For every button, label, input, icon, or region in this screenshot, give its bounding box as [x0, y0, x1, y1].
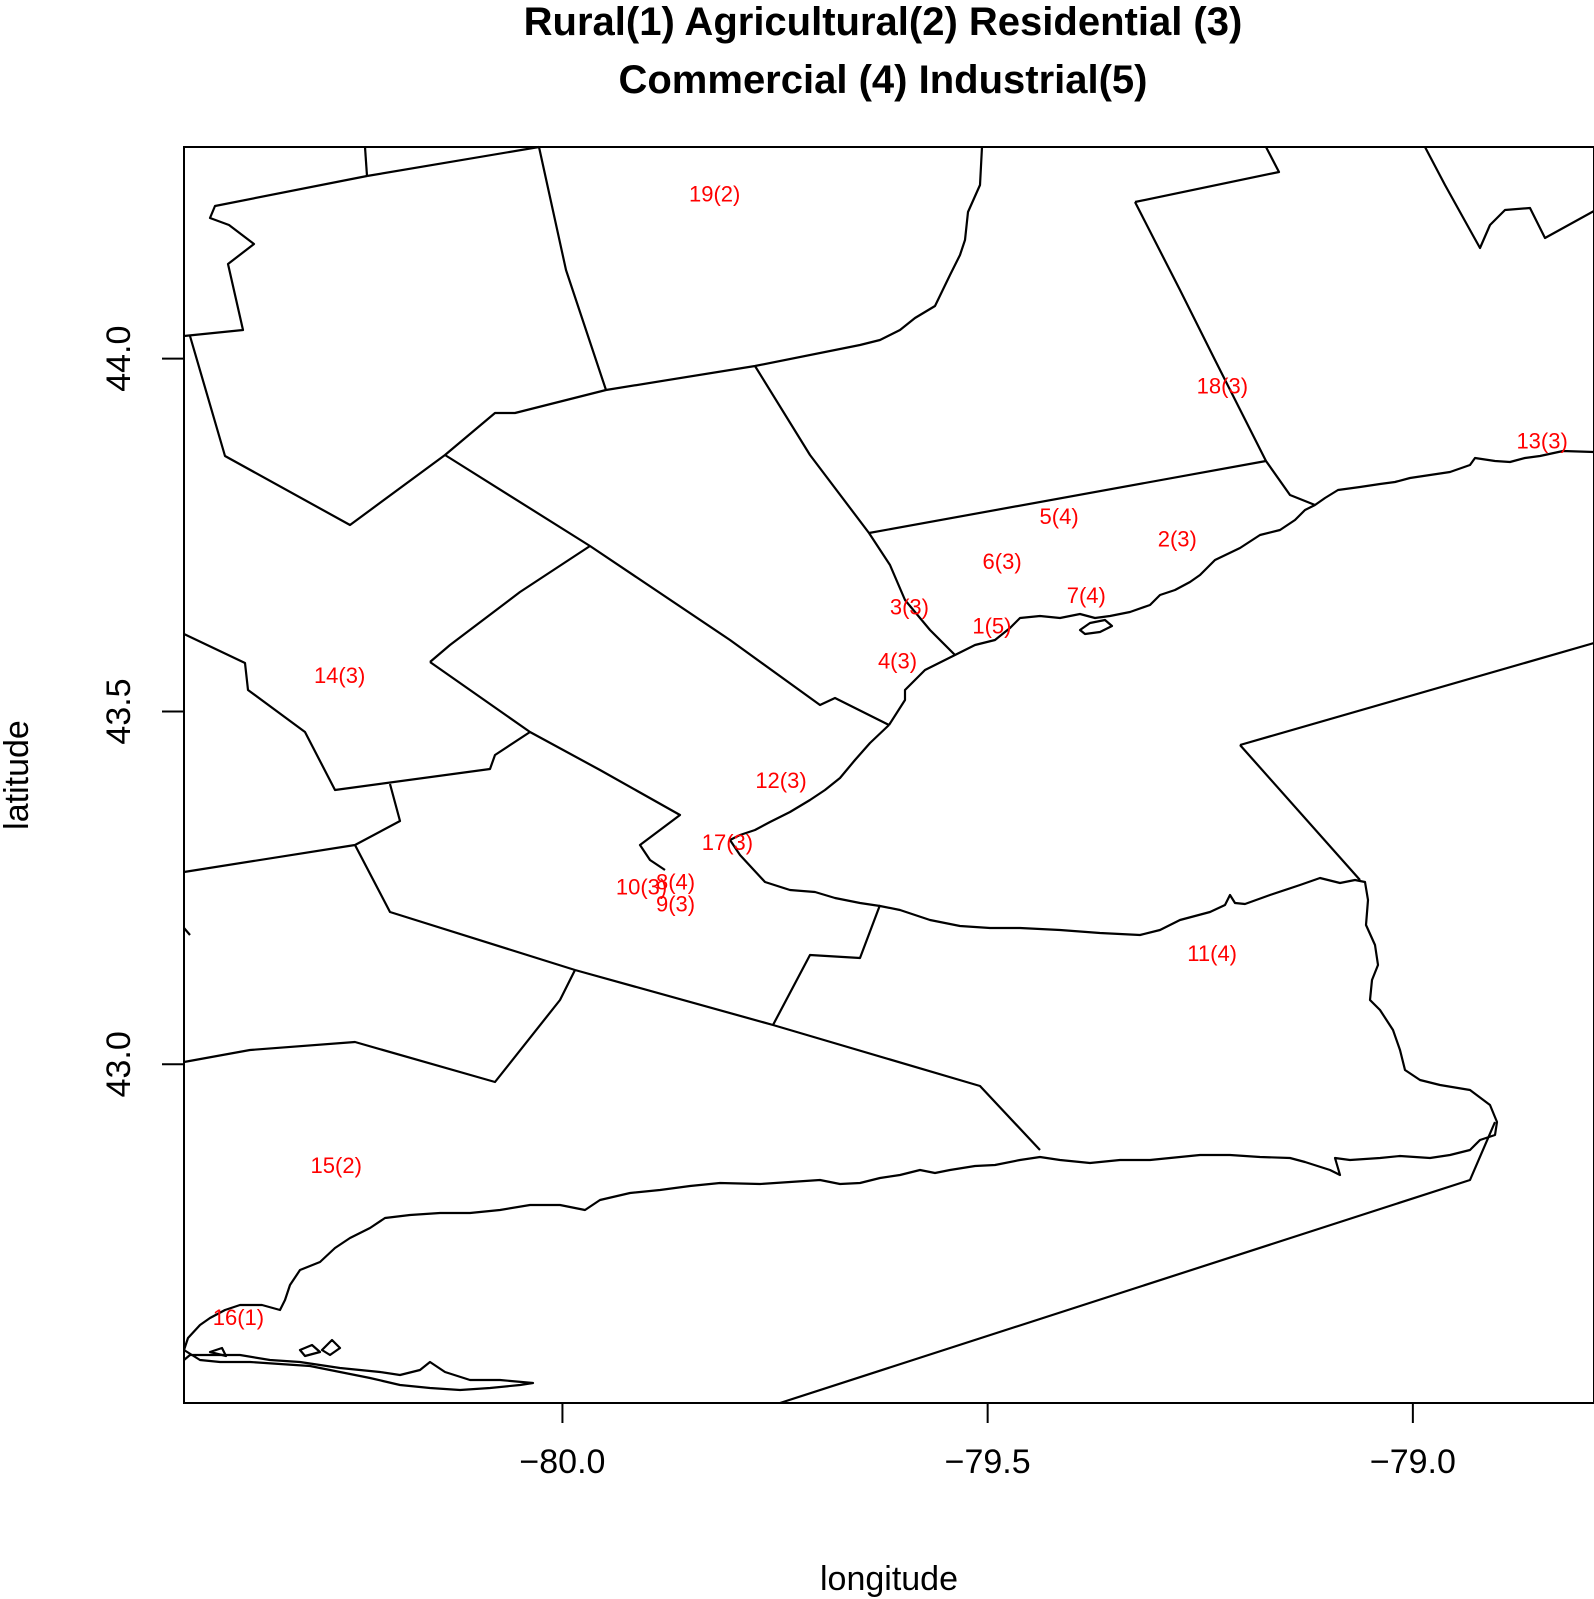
site-label: 17(3) [702, 830, 753, 855]
x-axis: −80.0 −79.5 −79.0 [519, 1403, 1456, 1481]
county-line-t [1239, 744, 1361, 881]
county-line-q [772, 904, 882, 1026]
x-tick-label: −79.5 [945, 1443, 1031, 1481]
site-label: 7(4) [1067, 583, 1106, 608]
site-label: 4(3) [878, 649, 917, 674]
site-label: 14(3) [314, 663, 365, 688]
lake-ontario-north-shore [888, 449, 1594, 726]
site-label: 18(3) [1197, 373, 1248, 398]
site-labels: 1(5) 2(3) 3(3) 4(3) 5(4) 6(3) 7(4) 8(4)9(3)10(3… [213, 182, 1568, 1330]
region-boundaries [182, 145, 1594, 1405]
county-line-f [754, 365, 956, 656]
x-axis-label: longitude [820, 1560, 958, 1598]
county-line-j [1424, 146, 1594, 250]
plot-frame [183, 146, 1594, 1404]
site-label: 5(4) [1040, 504, 1079, 529]
x-tick-label: −79.0 [1370, 1443, 1456, 1481]
x-tick-label: −80.0 [519, 1443, 605, 1481]
site-label: 11(4) [1187, 941, 1237, 966]
title-line-2: Commercial (4) Industrial(5) [618, 58, 1147, 102]
site-label: 2(3) [1158, 527, 1197, 552]
long-point-spit [183, 1349, 535, 1392]
site-label: 1(5) [972, 613, 1011, 638]
site-label: 9(3) [656, 891, 695, 916]
lake-ontario-west-shore [182, 724, 1499, 1351]
site-label: 15(2) [311, 1153, 362, 1178]
county-line-l [429, 545, 591, 663]
county-line-m [429, 661, 682, 871]
county-line-b [363, 146, 369, 177]
county-line-g [868, 459, 1267, 535]
county-line-u [779, 1121, 1497, 1405]
county-line-d [537, 146, 608, 391]
site-label: 10(3) [616, 874, 667, 899]
county-line-n [183, 633, 531, 792]
site-label: 12(3) [755, 768, 806, 793]
long-point-inlets [208, 1338, 342, 1358]
y-tick-label: 43.0 [100, 1031, 138, 1097]
county-line-a [183, 174, 368, 338]
county-line-h [1134, 146, 1281, 204]
county-line-k [444, 454, 890, 726]
county-line-p [354, 844, 1041, 1151]
toronto-islands [1078, 618, 1114, 636]
county-line-i [1134, 201, 1316, 507]
y-tick-label: 43.5 [100, 678, 138, 744]
site-label: 8(4) [656, 870, 695, 895]
site-label: 19(2) [689, 182, 740, 207]
county-line-r [183, 969, 576, 1084]
county-line-e [188, 146, 984, 527]
site-label: 13(3) [1516, 429, 1567, 454]
county-line-c [366, 145, 540, 178]
site-label: 3(3) [890, 594, 929, 619]
site-label: 16(1) [213, 1305, 264, 1330]
county-line-o [183, 783, 402, 874]
y-tick-label: 44.0 [100, 326, 138, 392]
y-axis: 43.0 43.5 44.0 [100, 326, 184, 1097]
title-line-1: Rural(1) Agricultural(2) Residential (3) [524, 0, 1243, 44]
site-label: 6(3) [983, 549, 1022, 574]
county-line-s [1239, 641, 1594, 747]
y-axis-label: latitude [0, 720, 36, 830]
